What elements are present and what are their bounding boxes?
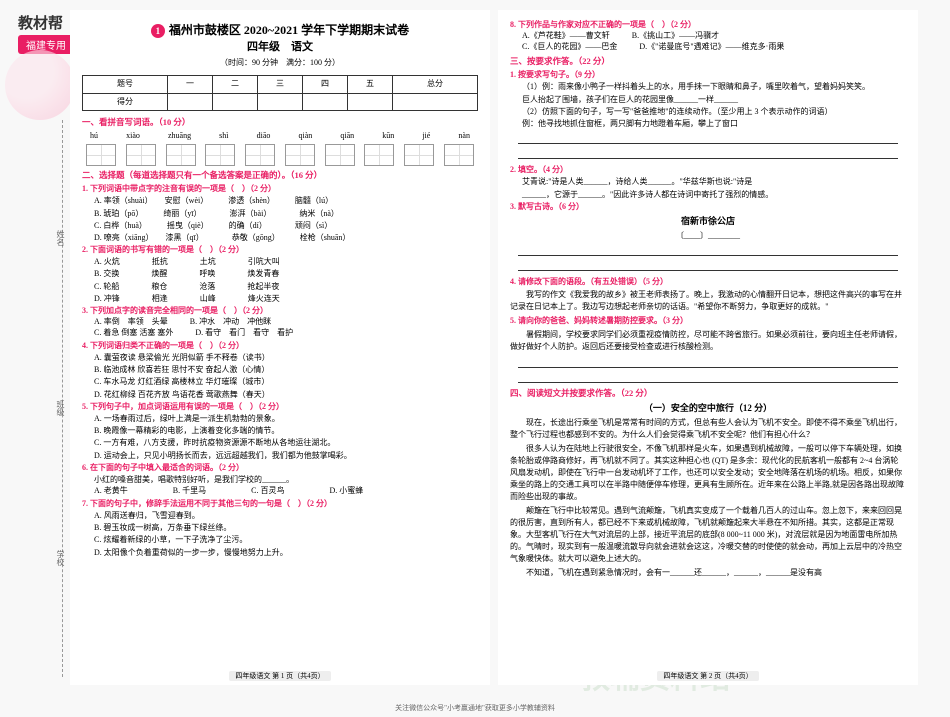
poem-blank: [518, 246, 898, 256]
side-label-class: 班级: [55, 400, 66, 416]
answer-blank: [518, 134, 898, 144]
section-3-title: 三、按要求作答。（22 分）: [510, 56, 906, 67]
page-1: 1福州市鼓楼区 2020~2021 学年下学期期末试卷 四年级 语文 （时间：9…: [70, 10, 490, 685]
score-header-label: 题号: [83, 75, 168, 93]
section-4-title: 四、阅读短文并按要求作答。（22 分）: [510, 388, 906, 399]
passage-p4: 不知道，飞机在遇到紧急情况时，会有一______还______，______，_…: [510, 567, 906, 579]
exam-subtitle: 四年级 语文: [82, 40, 478, 55]
pinyin-grid: [82, 144, 478, 166]
bottom-note: 关注微信公众号"小考赢通地"获取更多小学教辅资料: [0, 703, 950, 713]
s3-q3-stem: 3. 默写古诗。（6 分）: [510, 201, 906, 212]
q8-stem: 8. 下列作品与作家对应不正确的一项是（ ）（2 分）: [510, 19, 906, 30]
poem-blank: [518, 261, 898, 271]
s3-q5-stem: 5. 请向你的爸爸、妈妈转述暑期防控要求。（3 分）: [510, 315, 906, 326]
q6-stem: 6. 在下面的句子中填入最适合的词语。（2 分）: [82, 462, 478, 473]
passage-p2: 很多人认为在陆地上行驶很安全，不像飞机那样是火车，如果遇到机械故障，一般可以停下…: [510, 443, 906, 503]
score-table: 题号 一 二 三 四 五 总分 得分: [82, 75, 478, 112]
brand-title: 教材帮: [18, 12, 74, 33]
exam-badge: 1: [151, 24, 165, 38]
page-2-footer: 四年级语文 第 2 页（共4页）: [498, 672, 918, 681]
s3-q4-stem: 4. 请修改下面的语段。（有五处错误）（5 分）: [510, 276, 906, 287]
side-label-name: 姓名: [55, 230, 66, 246]
answer-blank: [518, 149, 898, 159]
s3-q4-para: 我写的作文《我爱我的故乡》被王老师表扬了。晚上，我激动的心情翻开日记本，想把这件…: [510, 289, 906, 313]
s3-q1-stem: 1. 按要求写句子。（9 分）: [510, 69, 906, 80]
section-2-title: 二、选择题（每道选择题只有一个备选答案是正确的）。（16 分）: [82, 170, 478, 181]
decoration-flower: [5, 50, 75, 120]
side-label-school: 学校: [55, 550, 66, 566]
answer-blank: [518, 358, 898, 368]
passage-p3: 颠簸在飞行中比较常见。遇到气流颠簸，飞机真实变成了一个载着几百人的过山车。忽上忽…: [510, 505, 906, 565]
q4-stem: 4. 下列词语归类不正确的一项是（ ）（2 分）: [82, 340, 478, 351]
passage-title: （一）安全的空中旅行（12 分）: [510, 402, 906, 414]
binding-line: [62, 120, 63, 677]
brand-header: 教材帮 福建专用: [18, 12, 74, 54]
pinyin-row: húxiào zhuāngshì diāoqiàn qiānkūn jiénàn: [82, 131, 478, 142]
q1-stem: 1. 下列词语中带点字的注音有误的一项是（ ）（2 分）: [82, 183, 478, 194]
q3-stem: 3. 下列加点字的读音完全相同的一项是（ ）（2 分）: [82, 305, 478, 316]
section-1-title: 一、看拼音写词语。（10 分）: [82, 117, 478, 128]
page-1-footer: 四年级语文 第 1 页（共4页）: [70, 672, 490, 681]
s3-q2-stem: 2. 填空。（4 分）: [510, 164, 906, 175]
s3-q5-para: 暑假期间，学校要求同学们必须重视疫情防控，尽可能不跨省旅行。如果必须前往，要向班…: [510, 329, 906, 353]
score-row-label: 得分: [83, 93, 168, 111]
passage-p1: 现在，长途出行乘坐飞机是常常有时间的方式，但总有些人会认为飞机不安全。即使不得不…: [510, 417, 906, 441]
poem-author: 〔____〕________: [510, 230, 906, 241]
page-2: 8. 下列作品与作家对应不正确的一项是（ ）（2 分） A.《芦花鞋》——曹文轩…: [498, 10, 918, 685]
exam-info: （时间：90 分钟 满分：100 分）: [82, 58, 478, 69]
answer-blank: [518, 373, 898, 383]
q7-stem: 7. 下面的句子中，修辞手法运用不同于其他三句的一句是（ ）（2 分）: [82, 498, 478, 509]
q5-stem: 5. 下列句子中，加点词语运用有误的一项是（ ）（2 分）: [82, 401, 478, 412]
exam-title: 1福州市鼓楼区 2020~2021 学年下学期期末试卷: [82, 22, 478, 38]
q2-stem: 2. 下面词语的书写有错的一项是（ ）（2 分）: [82, 244, 478, 255]
poem-title: 宿新市徐公店: [510, 215, 906, 227]
